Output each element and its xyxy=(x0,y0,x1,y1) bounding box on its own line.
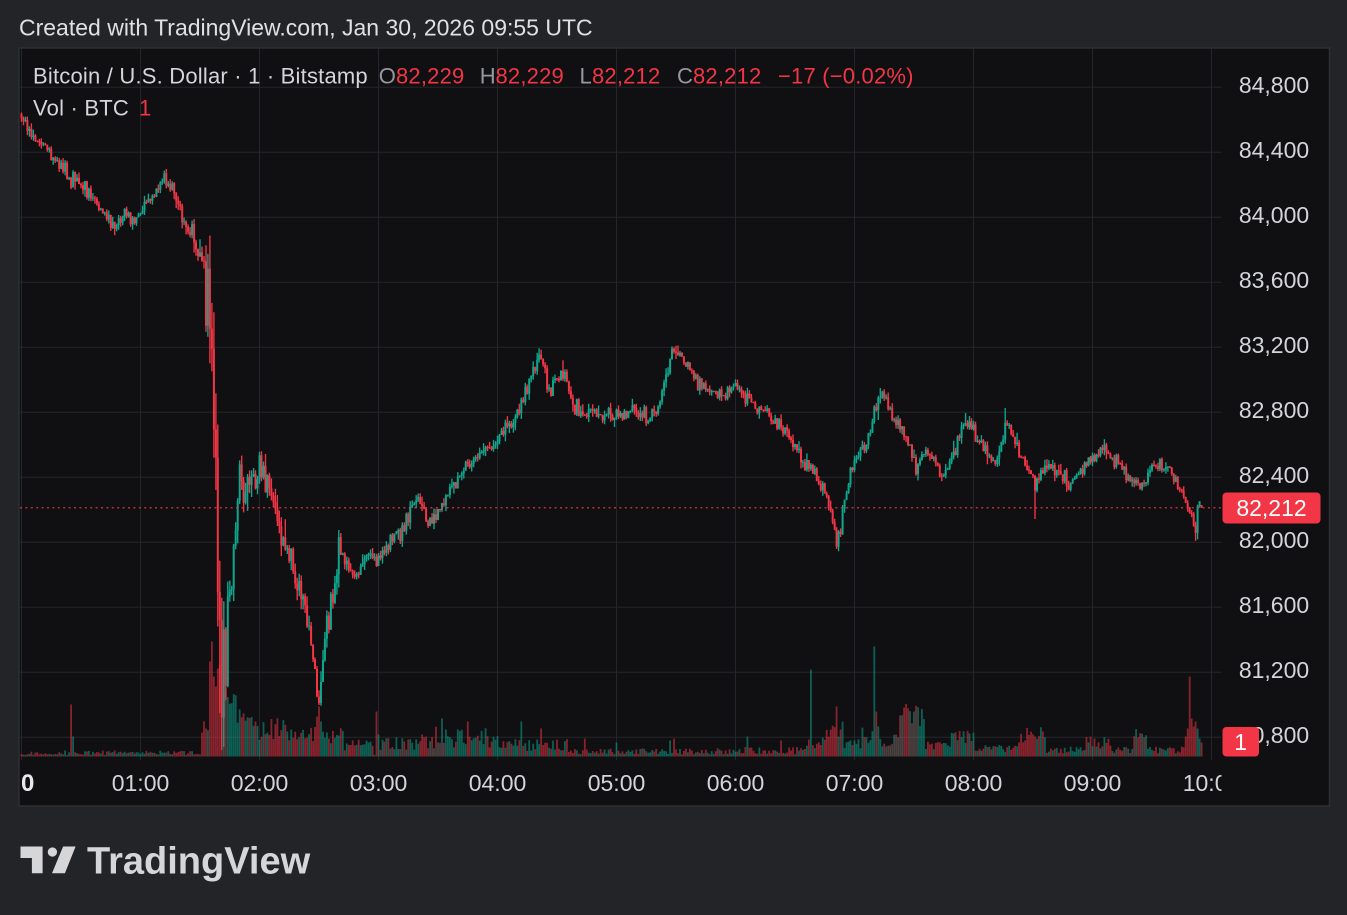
svg-text:82,212: 82,212 xyxy=(1236,495,1306,521)
svg-text:03:00: 03:00 xyxy=(350,770,408,796)
svg-text:06:00: 06:00 xyxy=(707,770,765,796)
svg-text:TradingView: TradingView xyxy=(87,841,311,883)
svg-text:08:00: 08:00 xyxy=(945,770,1003,796)
svg-text:82,212: 82,212 xyxy=(693,63,762,88)
svg-text:Bitcoin / U.S. Dollar · 1 · Bi: Bitcoin / U.S. Dollar · 1 · Bitstamp xyxy=(33,63,368,88)
svg-text:02:00: 02:00 xyxy=(231,770,289,796)
svg-text:83,200: 83,200 xyxy=(1239,332,1309,358)
svg-text:−17 (−0.02%): −17 (−0.02%) xyxy=(778,63,914,88)
svg-text:83,600: 83,600 xyxy=(1239,267,1309,293)
svg-text:82,212: 82,212 xyxy=(592,63,661,88)
svg-text:07:00: 07:00 xyxy=(826,770,884,796)
svg-text:82,229: 82,229 xyxy=(496,63,565,88)
svg-text:10:00: 10:00 xyxy=(1183,770,1241,796)
svg-text:84,000: 84,000 xyxy=(1239,202,1309,228)
svg-text:82,400: 82,400 xyxy=(1239,462,1309,488)
svg-text:1: 1 xyxy=(139,95,151,120)
svg-text:82,800: 82,800 xyxy=(1239,397,1309,423)
svg-text:0: 0 xyxy=(21,770,34,797)
svg-text:82,000: 82,000 xyxy=(1239,527,1309,553)
svg-text:05:00: 05:00 xyxy=(588,770,646,796)
svg-text:O: O xyxy=(379,63,396,88)
svg-text:Created with TradingView.com,: Created with TradingView.com, Jan 30, 20… xyxy=(19,15,593,41)
svg-text:01:00: 01:00 xyxy=(112,770,170,796)
svg-text:1: 1 xyxy=(1234,729,1247,755)
svg-text:C: C xyxy=(677,63,693,88)
svg-text:84,800: 84,800 xyxy=(1239,72,1309,98)
svg-text:04:00: 04:00 xyxy=(469,770,527,796)
svg-text:L: L xyxy=(580,63,592,88)
svg-text:82,229: 82,229 xyxy=(396,63,465,88)
svg-text:81,200: 81,200 xyxy=(1239,657,1309,683)
svg-text:H: H xyxy=(480,63,496,88)
svg-text:81,600: 81,600 xyxy=(1239,592,1309,618)
svg-text:Vol · BTC: Vol · BTC xyxy=(33,95,129,120)
svg-text:84,400: 84,400 xyxy=(1239,137,1309,163)
svg-text:09:00: 09:00 xyxy=(1064,770,1122,796)
